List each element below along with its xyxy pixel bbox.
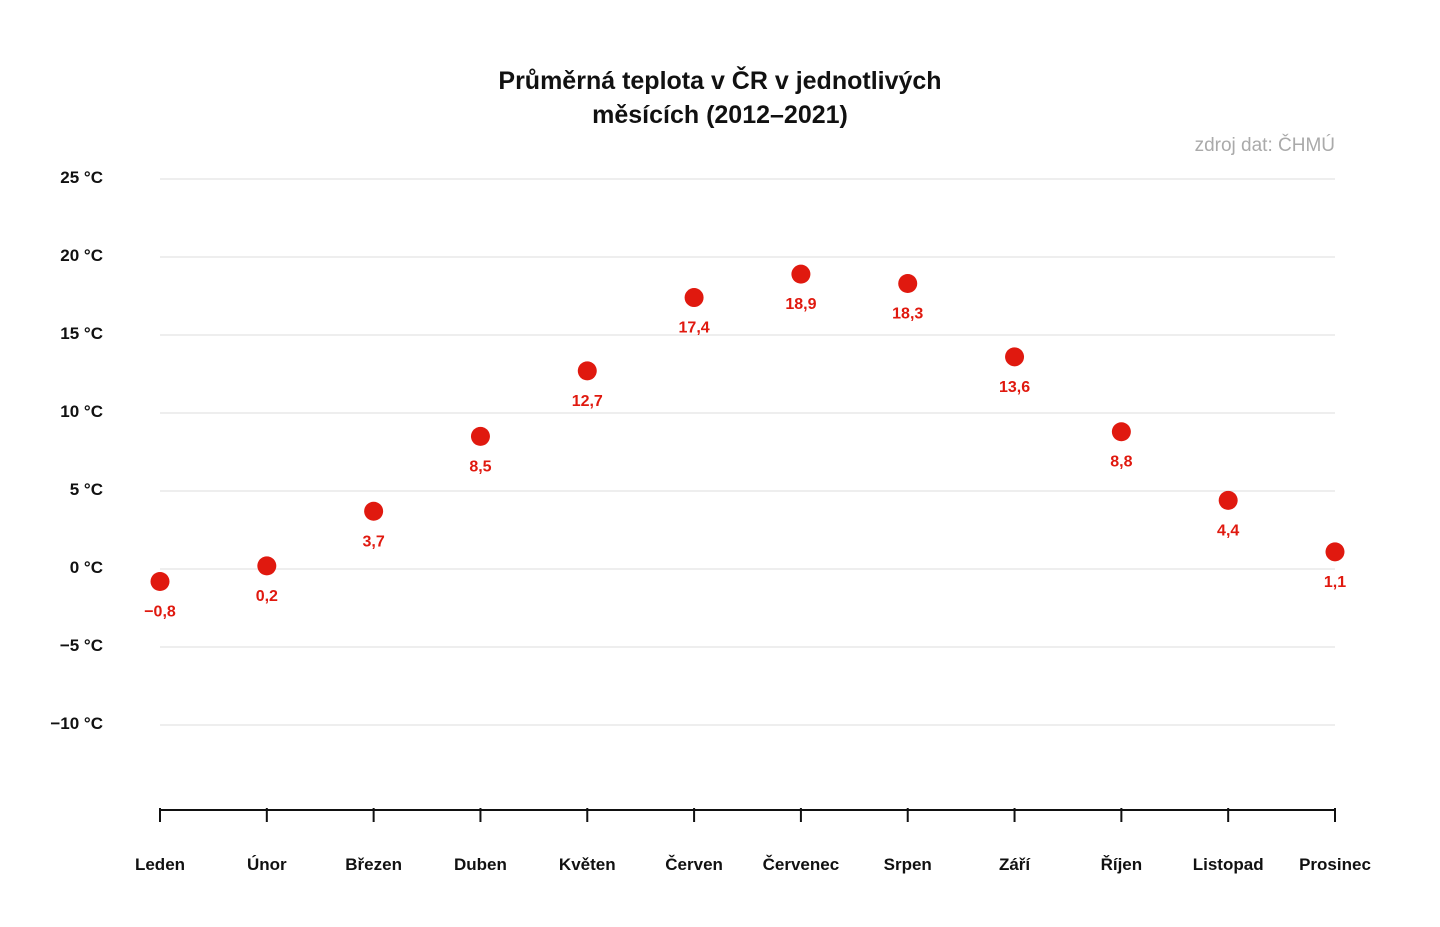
data-point: [1325, 542, 1345, 562]
data-label: 8,8: [1110, 454, 1132, 471]
data-label: −0,8: [144, 603, 176, 620]
data-point: [1218, 490, 1238, 510]
data-label: 4,4: [1217, 522, 1239, 539]
y-tick-label: 15 °C: [60, 324, 103, 343]
data-point: [470, 426, 490, 446]
x-axis: Leden Únor Březen Duben Květen Červen Červenec…: [135, 808, 1371, 874]
y-tick-label: 20 °C: [60, 246, 103, 265]
data-labels: −0,8 0,2 3,7 8,5 12,7 17,4 18,9 18,3 13,6 8,8 4,4 1…: [144, 296, 1346, 620]
data-point: [257, 556, 277, 576]
x-tick-label: Říjen: [1101, 855, 1143, 874]
x-tick-label: Únor: [247, 855, 287, 874]
x-tick-label: Březen: [345, 855, 402, 874]
chart-source: zdroj dat: ČHMÚ: [1194, 135, 1335, 156]
y-tick-label: −5 °C: [60, 636, 103, 655]
x-tick-label: Srpen: [884, 855, 932, 874]
data-point: [1111, 422, 1131, 442]
data-point: [898, 274, 918, 294]
y-tick-label: 10 °C: [60, 402, 103, 421]
x-tick-label: Červenec: [763, 855, 840, 874]
data-point: [684, 288, 704, 308]
y-tick-label: 0 °C: [70, 558, 103, 577]
data-label: 0,2: [256, 588, 278, 605]
y-axis: 25 °C 20 °C 15 °C 10 °C 5 °C 0 °C −5 °C −10 °C: [50, 168, 103, 733]
y-tick-label: 5 °C: [70, 480, 103, 499]
data-label: 8,5: [469, 458, 491, 475]
data-point: [791, 264, 811, 284]
x-tick-label: Červen: [665, 855, 723, 874]
grid-layer: [160, 178, 1335, 726]
x-tick-label: Prosinec: [1299, 855, 1371, 874]
data-label: 18,3: [892, 306, 923, 323]
y-tick-label: −10 °C: [50, 714, 103, 733]
data-label: 3,7: [363, 533, 385, 550]
chart-title-line: měsících (2012–2021): [592, 101, 848, 129]
data-label: 1,1: [1324, 574, 1346, 591]
data-label: 12,7: [572, 393, 603, 410]
data-label: 18,9: [785, 296, 816, 313]
data-point: [577, 361, 597, 381]
x-tick-label: Duben: [454, 855, 507, 874]
x-tick-label: Listopad: [1193, 855, 1264, 874]
data-point: [150, 571, 170, 591]
data-label: 13,6: [999, 379, 1030, 396]
chart-title-line: Průměrná teplota v ČR v jednotlivých: [498, 67, 942, 95]
x-tick-label: Leden: [135, 855, 185, 874]
chart-title: Průměrná teplota v ČR v jednotlivých měs…: [420, 64, 1020, 132]
data-point: [1005, 347, 1025, 367]
data-points: [150, 264, 1345, 591]
y-tick-label: 25 °C: [60, 168, 103, 187]
x-tick-label: Září: [999, 855, 1031, 874]
data-label: 17,4: [679, 320, 710, 337]
data-point: [364, 501, 384, 521]
x-tick-label: Květen: [559, 855, 616, 874]
